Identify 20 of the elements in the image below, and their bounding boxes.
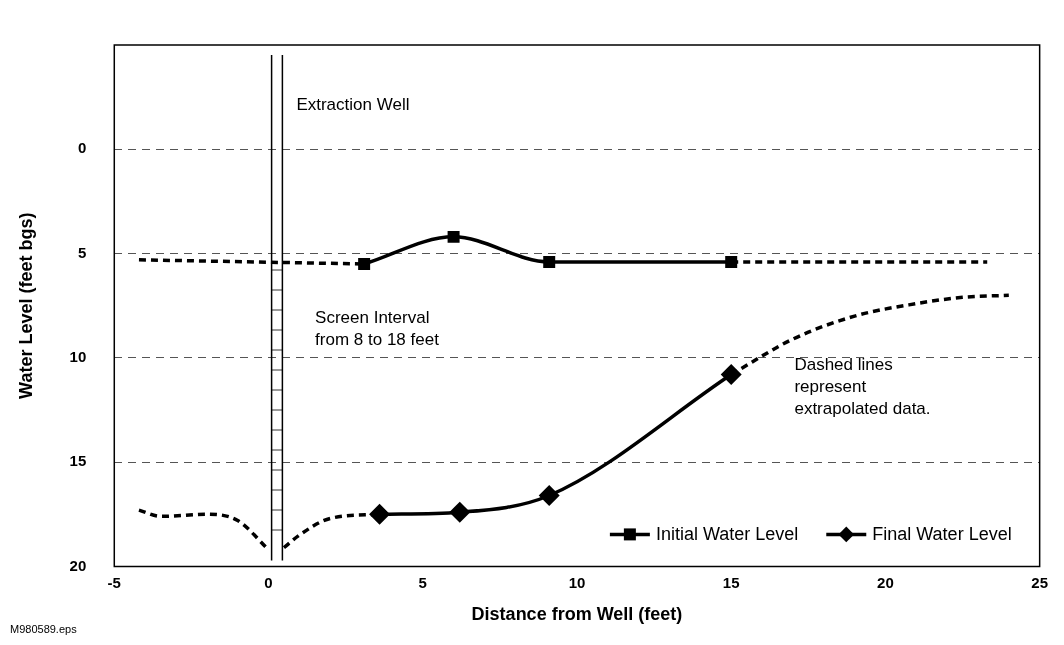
annotation: Screen Interval from 8 to 18 feet bbox=[315, 308, 440, 350]
y-tick-label: 10 bbox=[69, 347, 87, 365]
legend-label: Final Water Level bbox=[872, 524, 1012, 545]
legend-label: Initial Water Level bbox=[655, 524, 799, 545]
x-tick-label: 0 bbox=[264, 573, 273, 591]
x-tick-label: 15 bbox=[722, 573, 740, 591]
y-tick-label: 5 bbox=[77, 243, 87, 261]
x-tick-label: 20 bbox=[877, 573, 894, 591]
annotation: Dashed lines represent extrapolated data. bbox=[794, 355, 931, 419]
y-tick-label: 20 bbox=[69, 556, 87, 574]
x-tick-label: 25 bbox=[1031, 573, 1048, 591]
x-tick-label: 10 bbox=[568, 573, 586, 591]
ref-line-label: Extraction Well bbox=[296, 94, 410, 114]
y-tick-label: 0 bbox=[77, 139, 87, 157]
x-axis-title: Distance from Well (feet) bbox=[471, 604, 683, 625]
x-tick-label: -5 bbox=[107, 573, 121, 591]
text: M980589.eps bbox=[10, 623, 78, 636]
y-axis-title: Water Level (feet bgs) bbox=[15, 212, 36, 399]
x-tick-label: 5 bbox=[418, 573, 427, 591]
y-tick-label: 15 bbox=[69, 452, 87, 470]
